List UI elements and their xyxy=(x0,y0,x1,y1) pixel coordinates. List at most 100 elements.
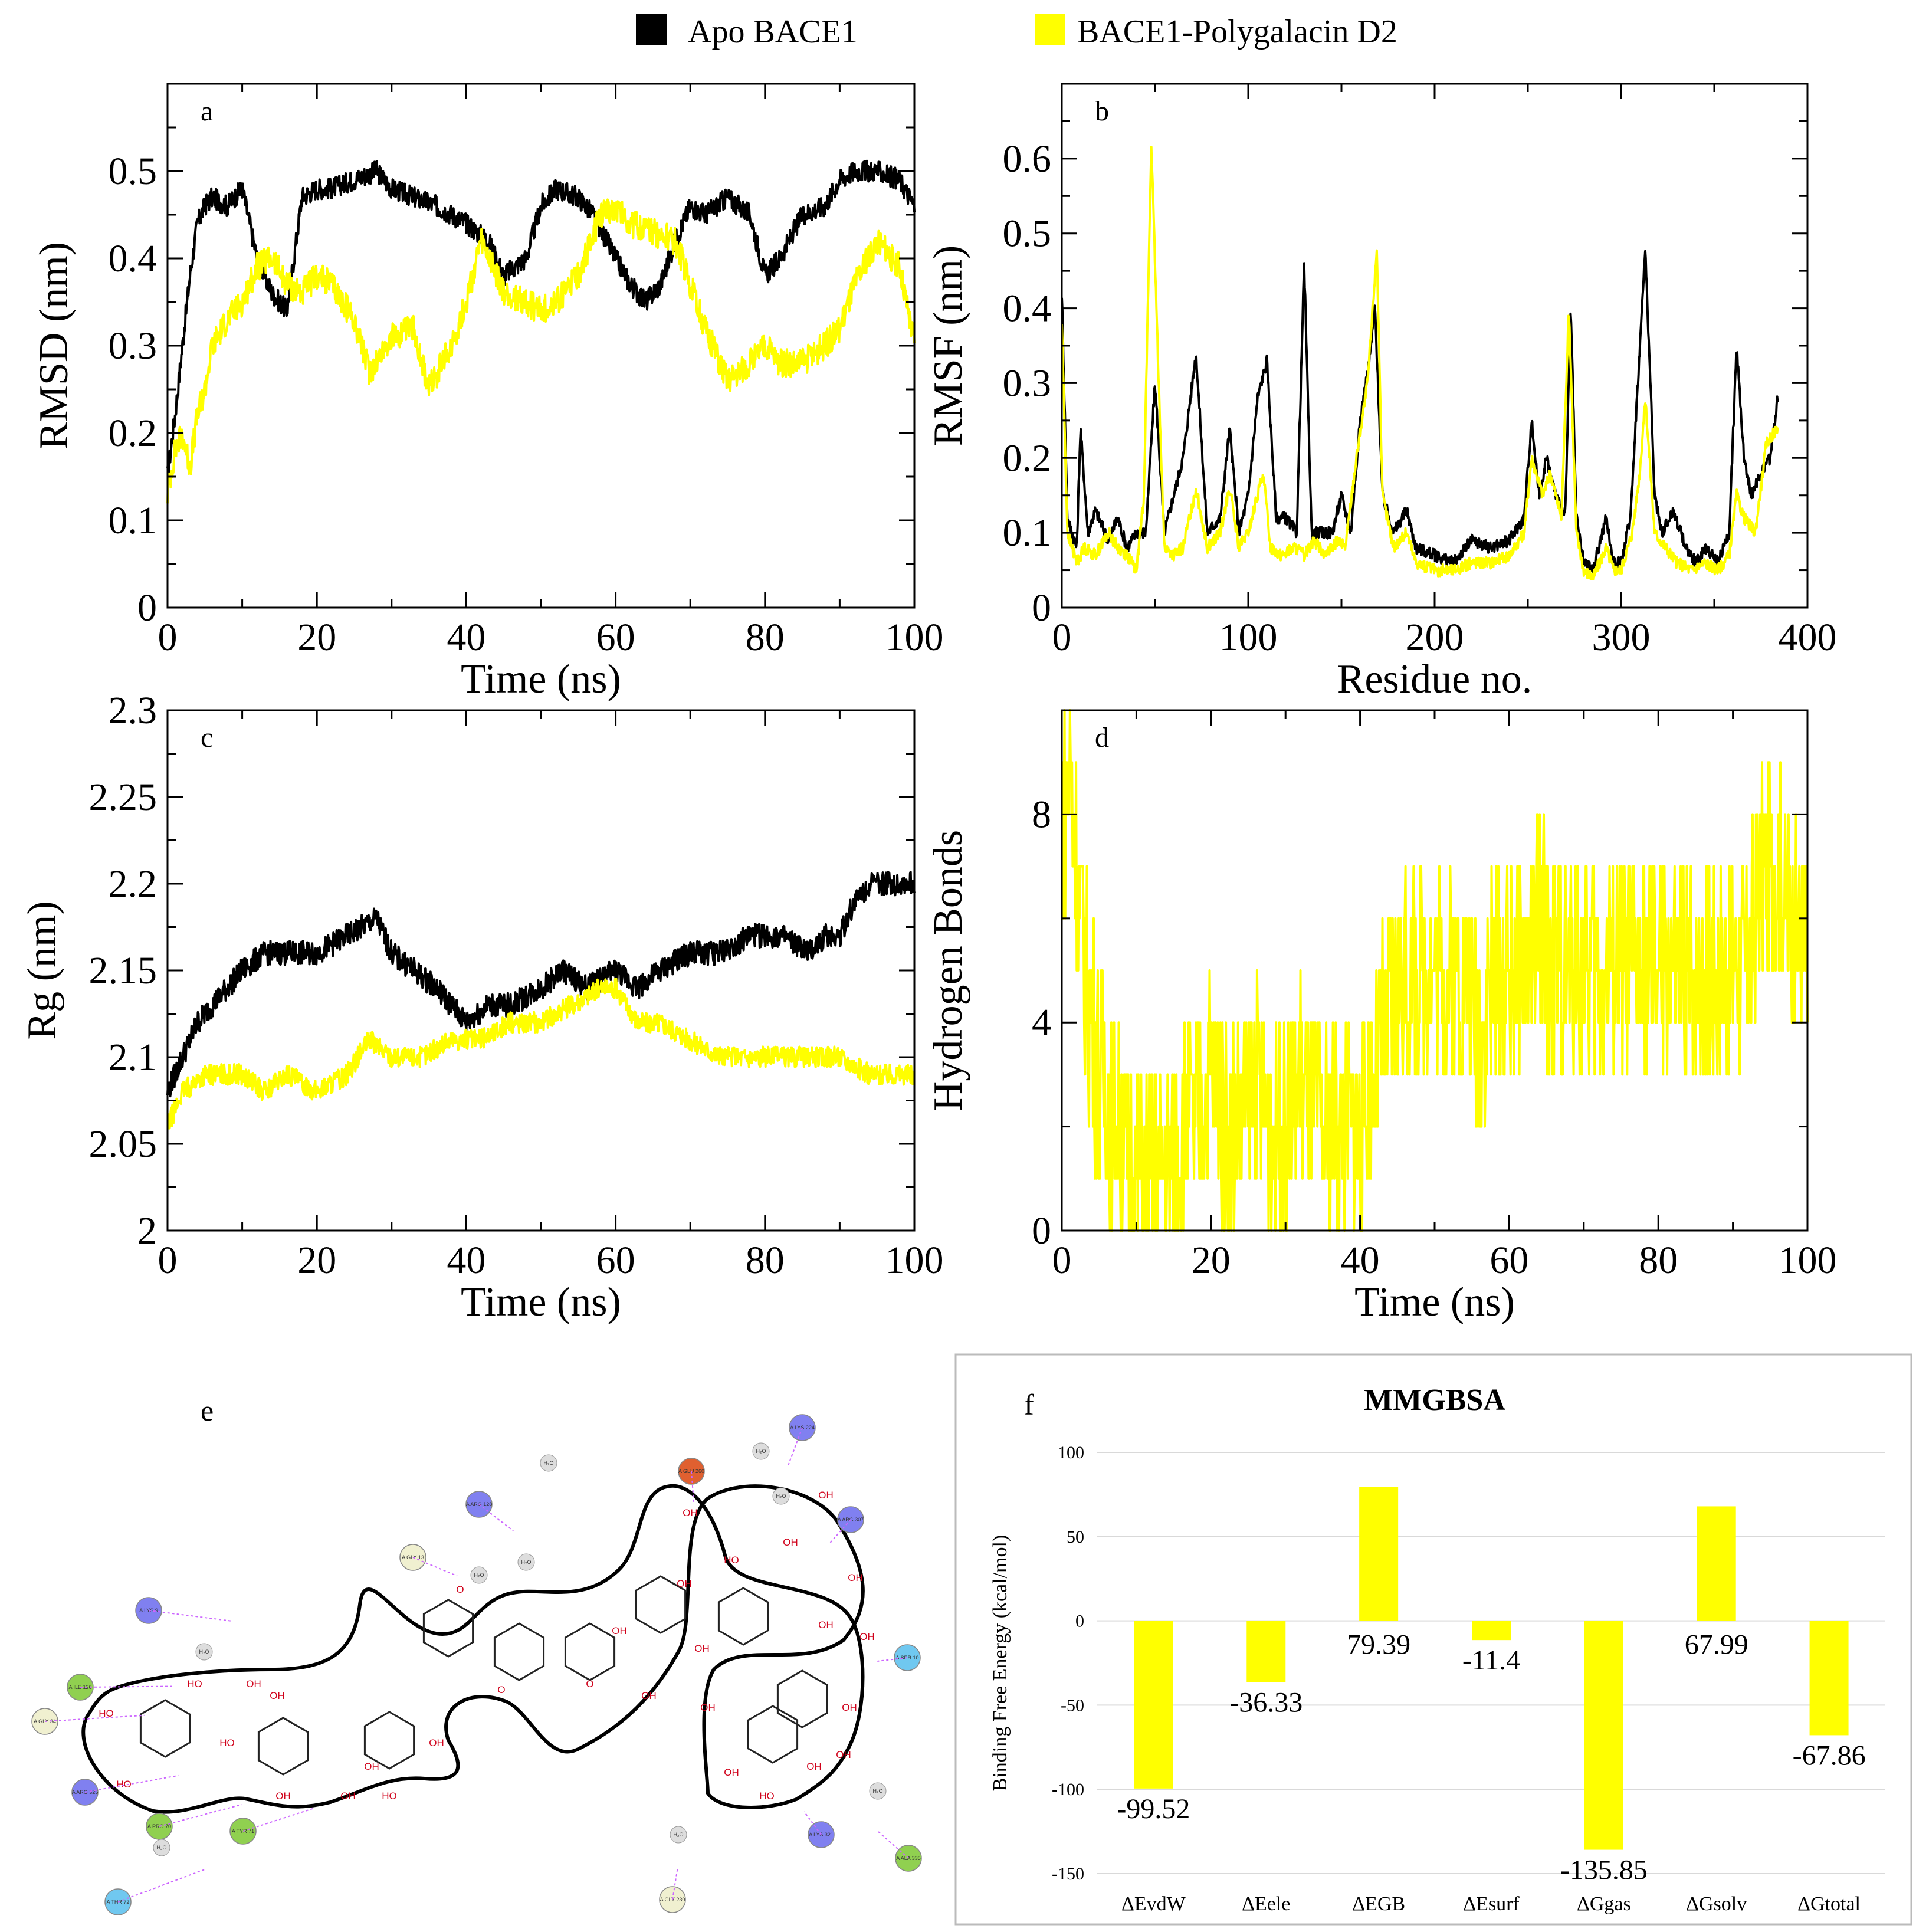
y-axis-label: RMSF (nm) xyxy=(926,245,971,446)
ring xyxy=(747,1705,799,1764)
ring xyxy=(717,1587,769,1646)
interaction-line xyxy=(84,1774,179,1793)
ring xyxy=(776,1669,828,1728)
y-tick-label: 2 xyxy=(137,1209,157,1252)
atom-label: OH xyxy=(275,1790,291,1802)
atom-label: OH xyxy=(246,1678,261,1690)
legend-label-complex: BACE1-Polygalacin D2 xyxy=(1077,14,1397,50)
atom-label: OH xyxy=(641,1690,657,1701)
y-tick-label: 4 xyxy=(1032,1001,1051,1044)
x-tick-label: 60 xyxy=(596,616,635,659)
water-node xyxy=(517,1553,535,1571)
category-label: ΔEele xyxy=(1242,1893,1290,1915)
atom-label: HO xyxy=(724,1554,739,1566)
bar-ΔGsolv xyxy=(1697,1506,1736,1621)
panel-e-interaction-diagram: e HOHOOHHOOHOHHOOHOHOHHOOOOOOHOHOHOHOHOH… xyxy=(31,1394,922,1915)
bar-ΔGtotal xyxy=(1809,1621,1849,1736)
y-tick-label: 0.5 xyxy=(109,150,158,193)
x-tick-label: 40 xyxy=(447,1239,485,1282)
interaction-line xyxy=(80,1685,175,1688)
x-tick-label: 0 xyxy=(158,616,178,659)
data-label: 67.99 xyxy=(1685,1629,1748,1661)
category-label: ΔEvdW xyxy=(1121,1893,1186,1915)
x-tick-label: 0 xyxy=(1052,616,1072,659)
bar-ΔEsurf xyxy=(1472,1621,1511,1641)
panel-letter-a: a xyxy=(201,96,213,127)
y-tick-label: 2.1 xyxy=(109,1036,158,1079)
y-tick-label: 2.25 xyxy=(89,776,158,819)
y-tick-label: 0.6 xyxy=(1003,137,1052,181)
ring xyxy=(257,1717,309,1776)
data-label: -99.52 xyxy=(1117,1793,1190,1825)
atom-label: OH xyxy=(429,1737,444,1749)
plot-frame xyxy=(166,83,916,609)
ring xyxy=(139,1699,191,1758)
water-label: H₂O xyxy=(776,1493,786,1499)
ring xyxy=(635,1575,687,1634)
atom-label: OH xyxy=(818,1619,834,1631)
x-tick-label: 400 xyxy=(1779,616,1837,659)
y-tick-label: 2.05 xyxy=(89,1123,158,1166)
ring xyxy=(422,1599,474,1658)
x-axis-label: Time (ns) xyxy=(461,657,621,702)
panel-a-rmsd-chart: 0 20 40 60 80 100 0 0.1 0.2 0.3 0.4 0.5 Time (ns) RMS… xyxy=(31,83,944,702)
category-label: ΔEGB xyxy=(1352,1893,1405,1915)
plot-frame xyxy=(1061,83,1809,609)
y-tick-label: 100 xyxy=(1058,1443,1084,1462)
y-tick-label: -150 xyxy=(1052,1864,1084,1884)
ligand-structure: HOHOOHHOOHOHHOOHOHOHHOOOOOOHOHOHOHOHOHHO… xyxy=(31,1414,922,1915)
bar-ΔEGB xyxy=(1359,1487,1399,1621)
water-node xyxy=(195,1643,213,1661)
atom-label: OH xyxy=(724,1767,739,1778)
data-label: 79.39 xyxy=(1347,1629,1410,1661)
y-tick-label: 0.3 xyxy=(109,324,158,368)
interaction-line xyxy=(672,1867,678,1900)
y-tick-label: -50 xyxy=(1061,1695,1084,1715)
panel-letter-f: f xyxy=(1024,1388,1034,1421)
x-axis-label: Time (ns) xyxy=(461,1280,621,1325)
water-label: H₂O xyxy=(521,1559,532,1565)
atom-label: HO xyxy=(759,1790,775,1802)
x-tick-label: 100 xyxy=(885,616,944,659)
x-tick-label: 20 xyxy=(297,616,336,659)
x-tick-label: 80 xyxy=(1639,1239,1678,1282)
panel-c-rg-chart: 0 20 40 60 80 100 2 2.05 2.1 2.15 2.2 2.25 2.3 Time (… xyxy=(19,689,944,1325)
atom-label: HO xyxy=(382,1790,397,1802)
y-tick-label: 2.15 xyxy=(89,949,158,992)
bar-ΔEvdW xyxy=(1134,1621,1173,1789)
ring xyxy=(493,1622,545,1681)
y-axis-label: RMSD (nm) xyxy=(31,242,77,450)
water-node xyxy=(470,1566,488,1584)
interaction-line xyxy=(691,1471,695,1503)
legend-swatch-complex xyxy=(1035,14,1065,45)
y-tick-label: 0.4 xyxy=(109,237,158,280)
panel-d-hbond-chart: 0 20 40 60 80 100 0 4 8 Time (ns) Hydrogen Bonds d xyxy=(926,709,1837,1325)
atom-label: OH xyxy=(848,1572,863,1583)
legend-swatch-apo xyxy=(636,14,667,45)
atom-label: OH xyxy=(612,1625,627,1636)
x-axis-label: Time (ns) xyxy=(1354,1280,1515,1325)
interaction-line xyxy=(828,1519,851,1544)
interaction-line xyxy=(44,1714,145,1722)
y-tick-label: 8 xyxy=(1032,793,1051,836)
x-tick-label: 40 xyxy=(447,616,485,659)
y-tick-label: 0 xyxy=(1032,1209,1051,1252)
panel-f-mmgbsa-chart: f MMGBSA -150 -100 -50 0 50 100 -99.52 ΔEvdW -36… xyxy=(954,1353,1912,1926)
ring xyxy=(564,1622,616,1681)
ring xyxy=(363,1711,415,1770)
y-tick-label: 0.2 xyxy=(1003,437,1052,480)
x-tick-label: 80 xyxy=(746,1239,785,1282)
atom-label: OH xyxy=(683,1507,698,1518)
x-tick-label: 100 xyxy=(1779,1239,1837,1282)
interaction-line xyxy=(117,1868,207,1903)
x-tick-label: 20 xyxy=(297,1239,336,1282)
panel-letter-d: d xyxy=(1095,722,1109,753)
panel-letter-b: b xyxy=(1095,96,1109,127)
y-tick-label: 0 xyxy=(1032,586,1051,629)
x-tick-label: 100 xyxy=(885,1239,944,1282)
atom-label: OH xyxy=(818,1490,834,1501)
legend: Apo BACE1 BACE1-Polygalacin D2 xyxy=(636,14,1397,50)
interaction-line xyxy=(412,1557,458,1577)
atom-label: OH xyxy=(364,1761,379,1772)
panel-letter-c: c xyxy=(201,722,213,753)
